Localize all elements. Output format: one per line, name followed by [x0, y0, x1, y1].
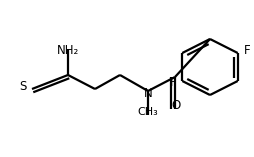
Text: CH₃: CH₃ [138, 107, 158, 117]
Text: S: S [20, 81, 27, 94]
Text: F: F [244, 43, 250, 57]
Text: N: N [144, 87, 152, 100]
Text: NH₂: NH₂ [57, 44, 79, 57]
Text: F: F [170, 76, 176, 89]
Text: O: O [171, 99, 181, 112]
